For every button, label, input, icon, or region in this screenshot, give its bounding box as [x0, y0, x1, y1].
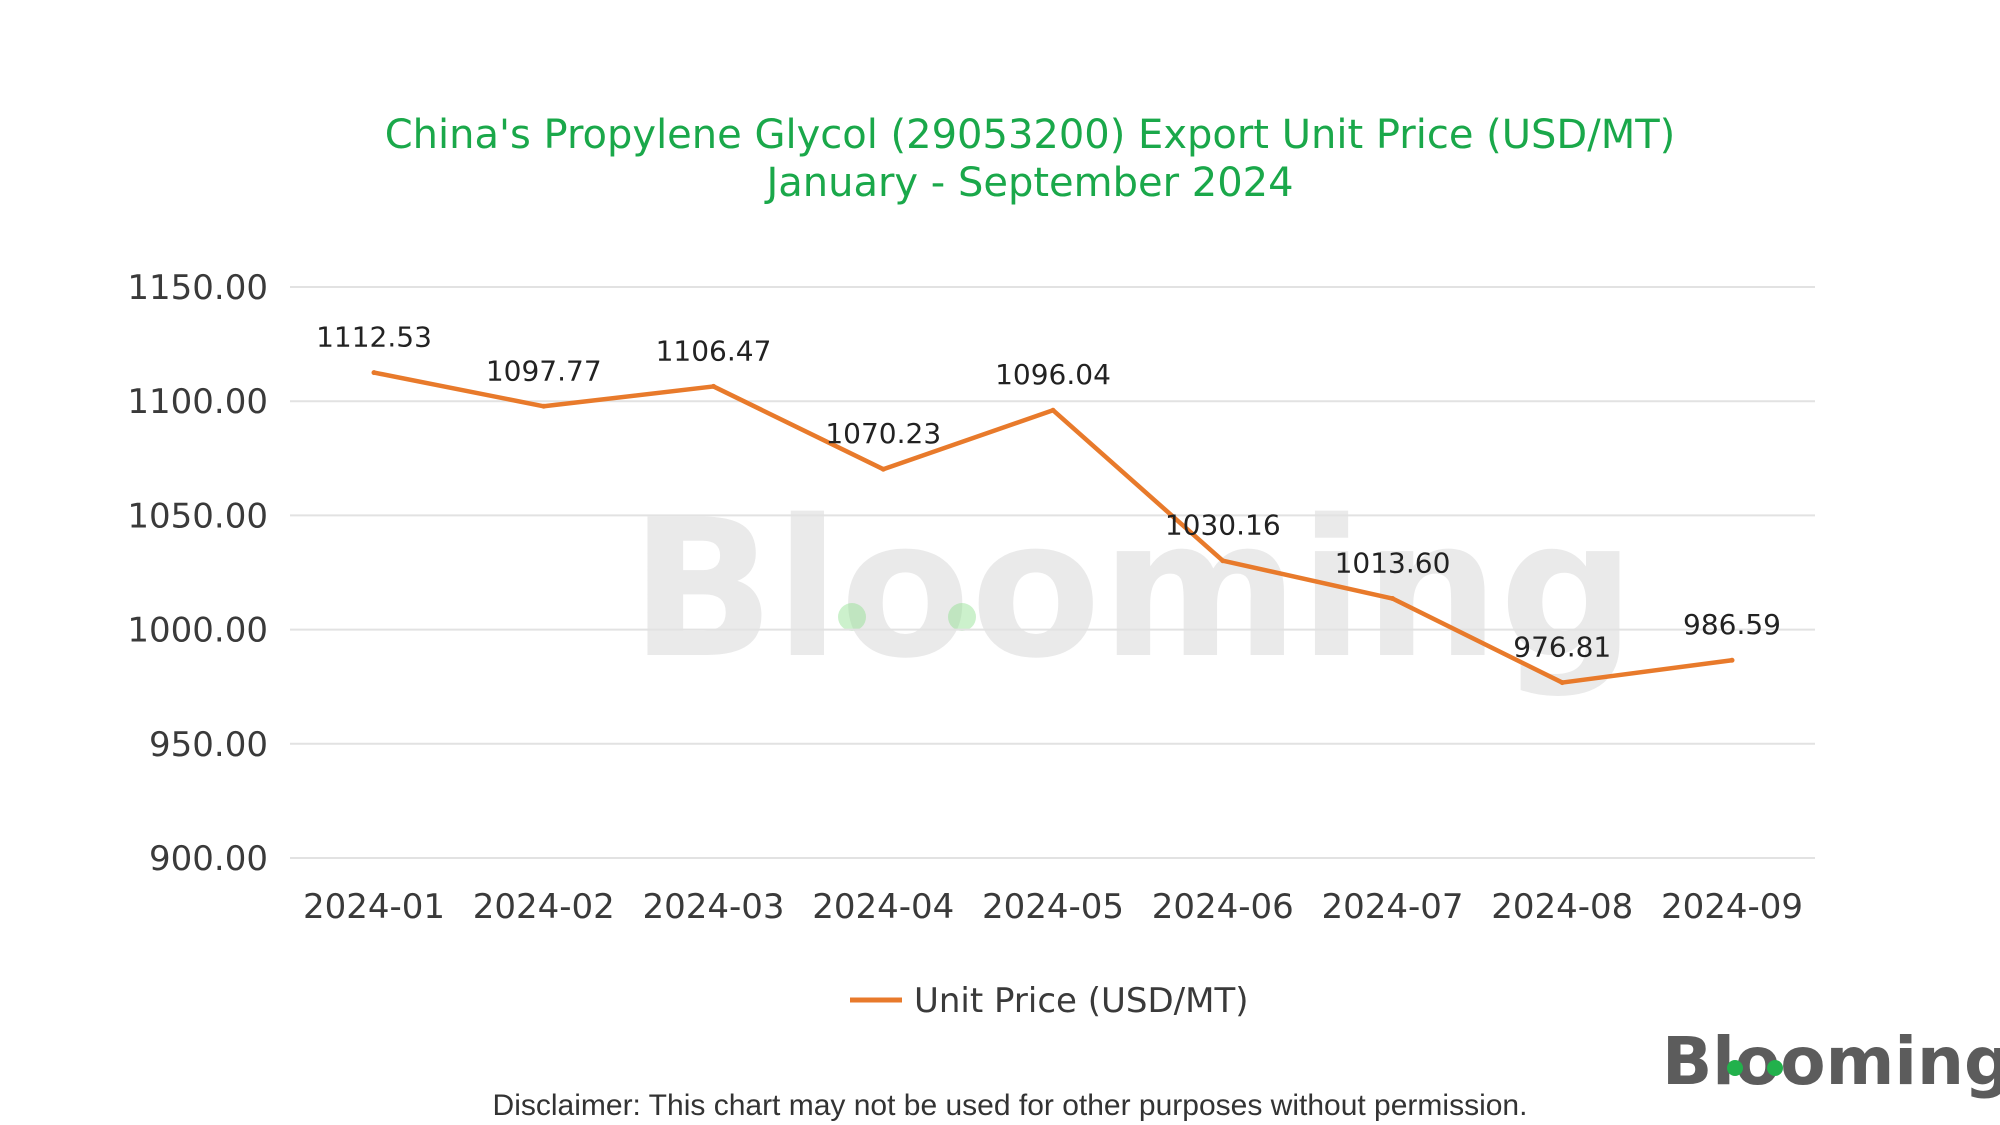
logo-text: Blooming: [1662, 1023, 2000, 1100]
y-axis-tick-labels: 900.00 950.00 1000.00 1050.00 1100.00 1150.00: [127, 268, 268, 879]
x-tick-label: 2024-04: [812, 887, 954, 927]
y-tick-label: 900.00: [149, 839, 268, 879]
data-point: [371, 370, 377, 376]
legend-label: Unit Price (USD/MT): [914, 981, 1249, 1021]
data-point: [711, 383, 716, 389]
data-labels: 1112.53 1097.77 1106.47 1070.23 1096.04 1030.…: [316, 321, 1781, 686]
chart-title: China's Propylene Glycol (29053200) Expo…: [385, 112, 1676, 158]
x-tick-label: 2024-06: [1152, 887, 1294, 927]
data-point: [1390, 596, 1395, 602]
y-tick-label: 1150.00: [127, 268, 268, 308]
watermark: Blooming: [630, 479, 1635, 700]
x-tick-label: 2024-09: [1661, 887, 1803, 927]
data-point: [1050, 407, 1056, 413]
data-label: 1070.23: [825, 417, 941, 450]
y-tick-label: 1050.00: [127, 496, 268, 536]
data-label: 1106.47: [656, 334, 772, 367]
x-tick-label: 2024-03: [642, 887, 784, 927]
data-label: 976.81: [1513, 631, 1611, 664]
x-tick-label: 2024-08: [1491, 887, 1633, 927]
y-tick-label: 1100.00: [127, 382, 268, 422]
data-point: [880, 466, 886, 472]
x-tick-label: 2024-05: [982, 887, 1124, 927]
watermark-eye-left-icon: [838, 603, 866, 631]
data-label: 1030.16: [1165, 509, 1281, 542]
legend: Unit Price (USD/MT): [850, 981, 1249, 1021]
chart-subtitle: January - September 2024: [763, 160, 1293, 206]
x-tick-label: 2024-01: [303, 887, 445, 927]
data-point: [1559, 680, 1565, 686]
data-label: 1112.53: [316, 321, 432, 354]
logo-eye-right-icon: [1767, 1060, 1783, 1076]
y-tick-label: 1000.00: [127, 611, 268, 651]
logo-eye-left-icon: [1727, 1060, 1743, 1076]
data-label: 986.59: [1683, 608, 1781, 641]
data-point: [1729, 657, 1735, 663]
watermark-text: Blooming: [630, 479, 1635, 700]
gridlines: [290, 286, 1815, 859]
x-tick-label: 2024-07: [1321, 887, 1463, 927]
y-tick-label: 950.00: [149, 725, 268, 765]
data-label: 1013.60: [1335, 547, 1451, 580]
data-label: 1097.77: [486, 354, 602, 387]
x-tick-label: 2024-02: [473, 887, 615, 927]
data-point: [541, 403, 547, 409]
data-point: [1220, 558, 1226, 564]
watermark-eye-right-icon: [948, 603, 976, 631]
x-axis-tick-labels: 2024-01 2024-02 2024-03 2024-04 2024-05 2024-…: [303, 887, 1803, 927]
data-label: 1096.04: [995, 358, 1111, 391]
disclaimer-text: Disclaimer: This chart may not be used f…: [493, 1089, 1528, 1122]
brand-logo: Blooming: [1662, 1023, 2000, 1100]
